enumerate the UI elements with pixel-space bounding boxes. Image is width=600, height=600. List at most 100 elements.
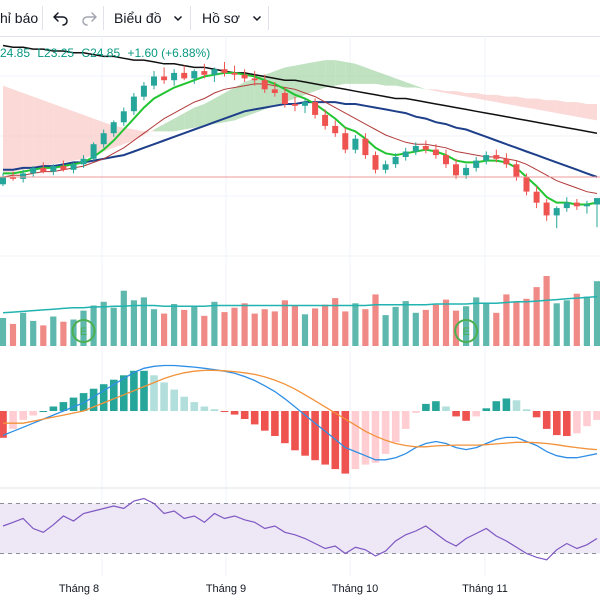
cloud-segment bbox=[365, 67, 376, 84]
rsi-line bbox=[2, 497, 598, 561]
volume-bar bbox=[513, 302, 520, 346]
cloud-segment bbox=[3, 85, 14, 174]
candle-body bbox=[422, 146, 429, 150]
cloud-segment bbox=[506, 96, 517, 106]
candle-body bbox=[120, 111, 127, 123]
cloud-segment bbox=[53, 103, 64, 165]
macd-histogram-bar bbox=[522, 409, 531, 411]
volume-bar bbox=[150, 309, 158, 346]
ema-fast-line bbox=[3, 71, 598, 206]
volume-bar bbox=[322, 304, 329, 346]
volume-bar bbox=[533, 287, 540, 346]
cloud-segment bbox=[335, 60, 346, 86]
macd-histogram-bar bbox=[150, 375, 158, 412]
cloud-segment bbox=[23, 92, 34, 170]
chart-menu-button[interactable]: Biểu đồ bbox=[114, 0, 183, 36]
volume-bar bbox=[503, 294, 510, 346]
macd-histogram-bar bbox=[140, 370, 148, 411]
cloud-segment bbox=[556, 100, 567, 115]
candle-body bbox=[201, 71, 208, 75]
candle-body bbox=[513, 164, 520, 178]
redo-icon[interactable] bbox=[80, 9, 98, 27]
volume-bar bbox=[9, 323, 17, 346]
macd-histogram-bar bbox=[432, 401, 440, 411]
macd-histogram-bar bbox=[301, 411, 309, 456]
undo-icon[interactable] bbox=[52, 9, 70, 27]
candle-body bbox=[312, 102, 319, 115]
candle-body bbox=[412, 146, 419, 152]
macd-histogram-bar bbox=[532, 411, 541, 418]
macd-histogram-bar bbox=[583, 411, 591, 427]
cloud-segment bbox=[224, 87, 235, 123]
volume-bar bbox=[553, 303, 560, 346]
cloud-segment bbox=[305, 61, 316, 95]
toolbar-divider bbox=[268, 6, 269, 30]
macd-histogram-bar bbox=[240, 411, 249, 419]
macd-histogram-bar bbox=[160, 382, 168, 411]
macd-histogram-bar bbox=[29, 411, 37, 416]
macd-histogram-bar bbox=[281, 411, 289, 444]
candle-body bbox=[362, 138, 369, 156]
cloud-segment bbox=[184, 107, 195, 130]
cloud-segment bbox=[476, 92, 487, 101]
volume-bar bbox=[593, 281, 600, 346]
cloud-segment bbox=[566, 102, 577, 117]
volume-bar bbox=[140, 297, 147, 346]
macd-histogram-bar bbox=[49, 406, 58, 411]
cloud-segment bbox=[466, 92, 477, 99]
price-legend: 24.85 L23.25 C24.85 +1.60 (+6.88%) bbox=[0, 46, 210, 60]
volume-bar bbox=[573, 293, 580, 346]
macd-histogram-bar bbox=[311, 411, 319, 461]
cloud-segment bbox=[133, 129, 144, 141]
cloud-segment bbox=[244, 78, 255, 117]
volume-bar bbox=[432, 304, 439, 346]
macd-histogram-bar bbox=[210, 409, 219, 411]
profile-menu-button[interactable]: Hồ sơ bbox=[202, 0, 262, 36]
indicators-button[interactable]: hỉ báo bbox=[0, 10, 39, 26]
candle-body bbox=[553, 208, 560, 216]
cloud-segment bbox=[486, 94, 497, 103]
volume-bar bbox=[362, 309, 369, 346]
toolbar-divider bbox=[190, 6, 191, 30]
volume-bar bbox=[231, 307, 238, 346]
macd-histogram-bar bbox=[482, 408, 491, 411]
macd-histogram-bar bbox=[79, 393, 88, 411]
signal-marker-circle bbox=[71, 319, 96, 343]
x-axis-label: Tháng 8 bbox=[59, 583, 99, 595]
macd-histogram-bar bbox=[250, 411, 259, 425]
volume-bar bbox=[382, 315, 389, 346]
volume-bar bbox=[281, 300, 288, 346]
candlesticks bbox=[0, 61, 600, 229]
cloud-segment bbox=[385, 74, 396, 86]
chevron-down-icon bbox=[252, 15, 261, 22]
candle-body bbox=[463, 167, 470, 176]
volume-bar bbox=[473, 297, 480, 346]
cloud-segment bbox=[13, 89, 24, 172]
volume-bar bbox=[181, 309, 188, 346]
volume-bar bbox=[372, 294, 379, 346]
macd-pane bbox=[0, 370, 600, 474]
candle-body bbox=[221, 69, 228, 73]
candle-body bbox=[533, 191, 540, 203]
candle-body bbox=[563, 202, 570, 209]
macd-histogram-bar bbox=[442, 406, 450, 411]
macd-histogram-bar bbox=[230, 411, 239, 415]
macd-signal-line bbox=[3, 369, 598, 451]
macd-histogram-bar bbox=[512, 400, 521, 411]
candle-body bbox=[151, 76, 157, 86]
cloud-segment bbox=[415, 85, 426, 90]
volume-bar bbox=[493, 312, 500, 346]
volume-bar bbox=[241, 303, 248, 346]
candle-body bbox=[231, 72, 238, 75]
candle-body bbox=[402, 151, 409, 157]
macd-histogram-bar bbox=[553, 411, 561, 436]
candle-body bbox=[140, 85, 147, 97]
macd-histogram-bar bbox=[321, 411, 329, 465]
candle-body bbox=[50, 166, 57, 172]
volume-bar bbox=[20, 312, 27, 346]
candle-body bbox=[10, 177, 16, 179]
macd-line bbox=[2, 364, 598, 461]
candle-body bbox=[503, 158, 510, 165]
cloud-segment bbox=[375, 71, 386, 86]
